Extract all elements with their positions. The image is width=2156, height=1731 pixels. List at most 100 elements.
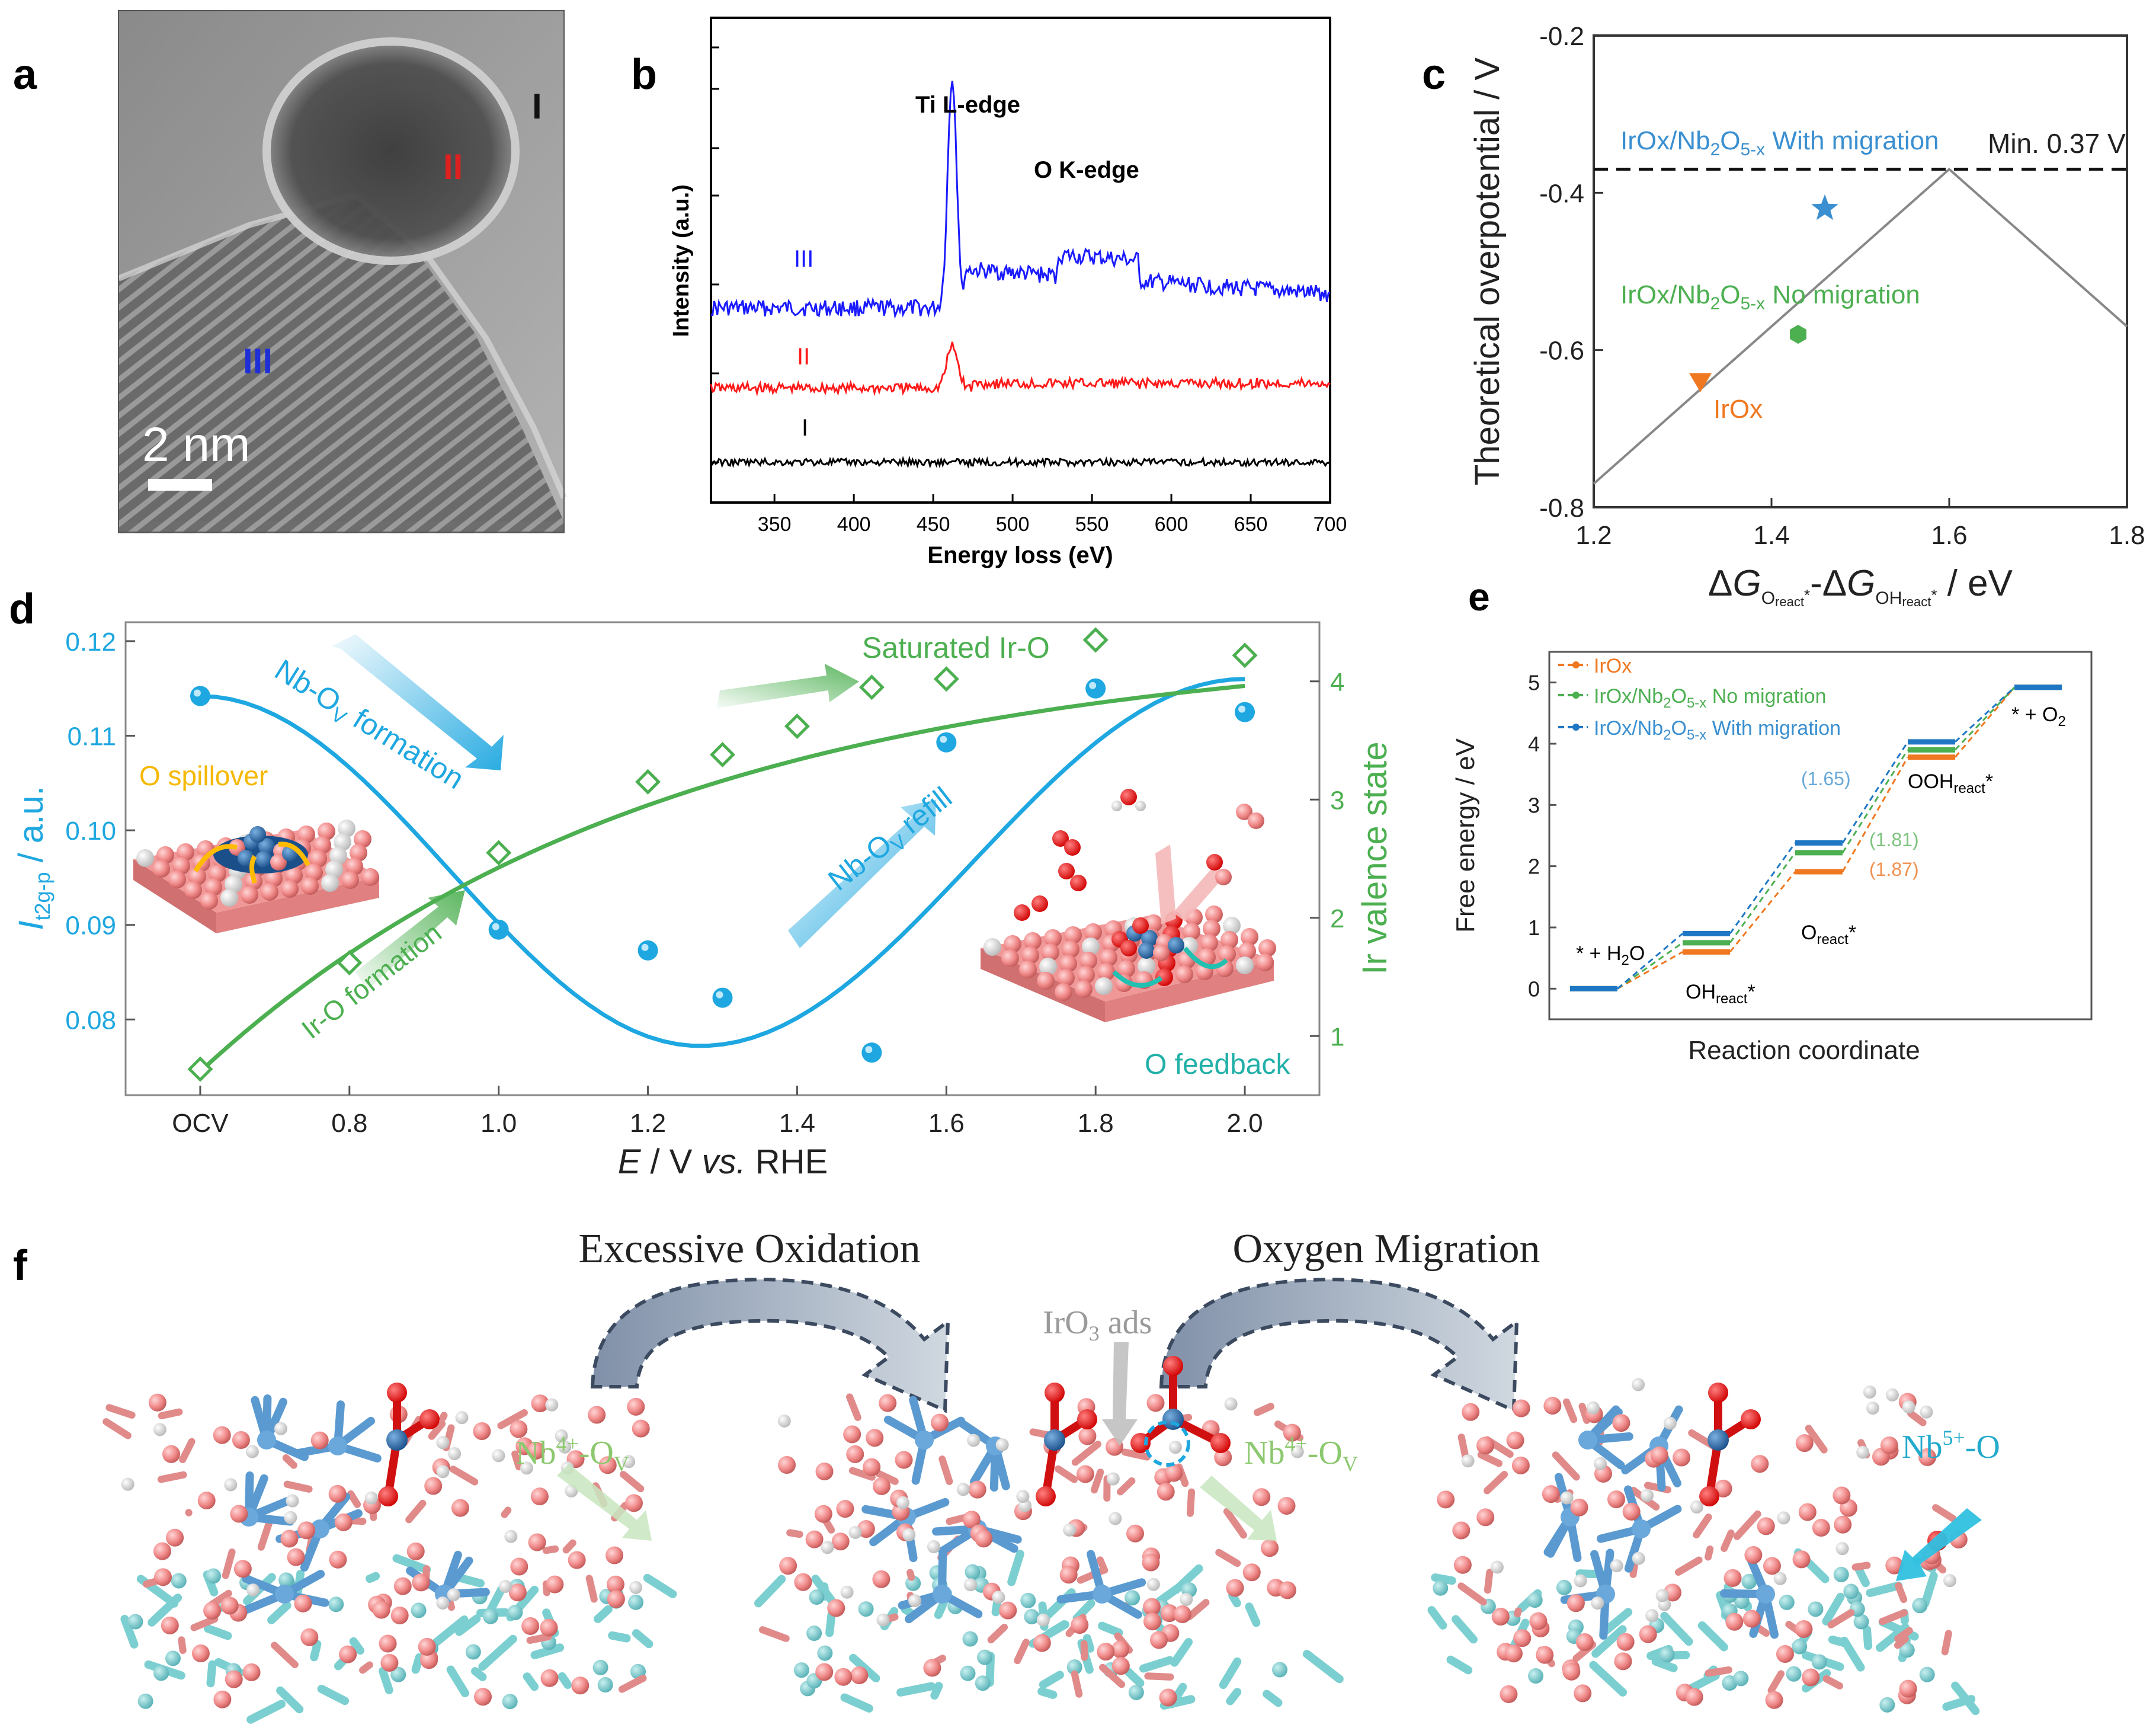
- d-atom: [1095, 977, 1113, 995]
- d-point-it2g: [1085, 678, 1106, 699]
- d-atom: [1039, 958, 1057, 975]
- d-point-it2g: [861, 1042, 882, 1063]
- b-series-label-II: II: [797, 344, 810, 370]
- d-arrow-nb-ov-refill: [788, 800, 936, 948]
- d-atom: [1236, 956, 1254, 974]
- d-atom: [265, 869, 283, 887]
- d-atom: [1223, 917, 1241, 935]
- d-point-ir-valence: [635, 769, 661, 795]
- d-atom: [1100, 949, 1117, 967]
- d-ticks: OCV 0.8 1.0 1.2 1.4 1.6 1.8 2.0 0.08 0.09 0.10 0.11…: [65, 628, 1344, 1138]
- c-label-no-migration: IrOx/Nb2O5-x No migration: [1620, 280, 1920, 313]
- d-molecule-atom: [1031, 895, 1048, 912]
- d-point-ir-valence: [709, 741, 736, 767]
- d-point-highlight: [492, 923, 499, 930]
- d-point-highlight: [716, 991, 723, 999]
- d-atom: [152, 860, 170, 878]
- panel-label-e: e: [1468, 575, 1490, 619]
- d-atom: [1044, 929, 1062, 947]
- d-point-it2g: [488, 919, 509, 940]
- d-arrow-saturated: [717, 664, 859, 708]
- c-y-tick-label: -0.8: [1539, 494, 1584, 523]
- d-atom: [305, 863, 323, 881]
- f-arrow-1: [590, 1278, 950, 1413]
- d-point-highlight: [940, 735, 947, 743]
- e-connector: [1841, 741, 1909, 844]
- d-atom: [325, 860, 343, 878]
- panel-label-b: b: [631, 51, 657, 98]
- b-x-tick-label: 500: [996, 513, 1030, 536]
- d-x-tick-label: 1.0: [480, 1109, 517, 1138]
- f-title-excessive-oxidation: Excessive Oxidation: [578, 1226, 920, 1272]
- f-label-nb5: Nb5+-O: [1902, 1426, 2000, 1466]
- c-label-with-migration: IrOx/Nb2O5-x With migration: [1620, 126, 1939, 159]
- d-atom: [313, 836, 331, 854]
- e-connector: [1729, 871, 1796, 953]
- d-label-o-feedback: O feedback: [1145, 1049, 1290, 1080]
- d-y-left-tick-label: 0.12: [65, 628, 116, 657]
- panel-label-f: f: [13, 1242, 28, 1290]
- d-atom: [1205, 906, 1223, 923]
- e-y-tick-label: 0: [1528, 977, 1540, 1001]
- region-label-III: III: [243, 341, 273, 381]
- panel-label-d: d: [9, 585, 35, 633]
- e-step-label-5: * + O2: [2011, 703, 2066, 729]
- d-atom: [1203, 920, 1220, 938]
- d-y-right-tick-label: 4: [1330, 668, 1344, 697]
- d-atom: [1084, 923, 1102, 941]
- d-atom: [204, 878, 222, 896]
- scale-bar-label: 2 nm: [142, 418, 250, 472]
- d-atom: [1145, 914, 1162, 932]
- c-x-tick-label: 1.6: [1931, 521, 1967, 550]
- d-point-ir-valence: [187, 1056, 213, 1082]
- d-atom: [984, 938, 1001, 956]
- d-atom: [172, 857, 190, 875]
- d-point-it2g: [637, 940, 658, 961]
- d-atom: [1238, 942, 1256, 960]
- b-series-group: [710, 81, 1331, 469]
- d-molecule-atom: [1236, 804, 1252, 820]
- e-y-tick-label: 3: [1528, 793, 1540, 817]
- d-molecule-atom: [1014, 904, 1030, 921]
- d-atom: [301, 877, 319, 895]
- c-min-label: Min. 0.37 V: [1988, 128, 2126, 159]
- c-y-axis-label: Theoretical overpotential / V: [1468, 57, 1507, 485]
- d-atom: [1055, 983, 1072, 1001]
- f-structure-model: [1427, 1378, 1980, 1716]
- d-cluster-atom: [255, 851, 272, 868]
- b-x-tick-label: 550: [1075, 513, 1109, 536]
- d-atom: [1183, 923, 1200, 940]
- d-molecule-atom: [1058, 863, 1075, 879]
- e-overpotential-irox: (1.87): [1869, 859, 1919, 880]
- f-structure-model: [754, 1356, 1344, 1713]
- d-cluster-atom: [249, 826, 266, 843]
- b-x-tick-label: 600: [1155, 513, 1188, 536]
- f-title-oxygen-migration: Oxygen Migration: [1232, 1226, 1540, 1272]
- e-connector: [1617, 933, 1683, 990]
- d-atom: [1079, 952, 1097, 970]
- b-series-line-II: [710, 341, 1331, 397]
- d-cluster-atom: [270, 854, 287, 871]
- d-x-axis-label: E / V vs. RHE: [618, 1143, 828, 1181]
- d-y-left-tick-label: 0.09: [65, 911, 116, 940]
- d-arrow-ir-o-formation: [355, 890, 465, 990]
- d-x-tick-label: OCV: [172, 1109, 229, 1138]
- f-label-iro3: IrO3 ads: [1043, 1304, 1152, 1345]
- d-label-ir-o-formation: Ir-O formation: [296, 917, 447, 1045]
- d-point-it2g: [190, 686, 210, 706]
- b-y-ticks: [711, 46, 719, 463]
- region-label-I: I: [532, 87, 542, 126]
- c-point-no-migration: [1790, 325, 1806, 344]
- e-y-tick-label: 1: [1528, 916, 1540, 940]
- d-x-tick-label: 1.6: [928, 1109, 965, 1138]
- d-cluster-atom: [1153, 945, 1170, 961]
- e-step-label-1: * + H2O: [1576, 942, 1645, 968]
- d-atom: [1021, 946, 1039, 964]
- e-connector: [1617, 942, 1683, 990]
- panel-c-volcano-chart: c 1.2 1.4 1.6 1.8 -0.8 -0.6 -0.4 -0.2 Min. 0.37…: [1422, 22, 2145, 609]
- d-atom: [188, 868, 206, 885]
- d-atom: [354, 830, 371, 848]
- e-overpotential-no: (1.81): [1869, 829, 1919, 850]
- d-label-saturated: Saturated Ir-O: [862, 631, 1050, 664]
